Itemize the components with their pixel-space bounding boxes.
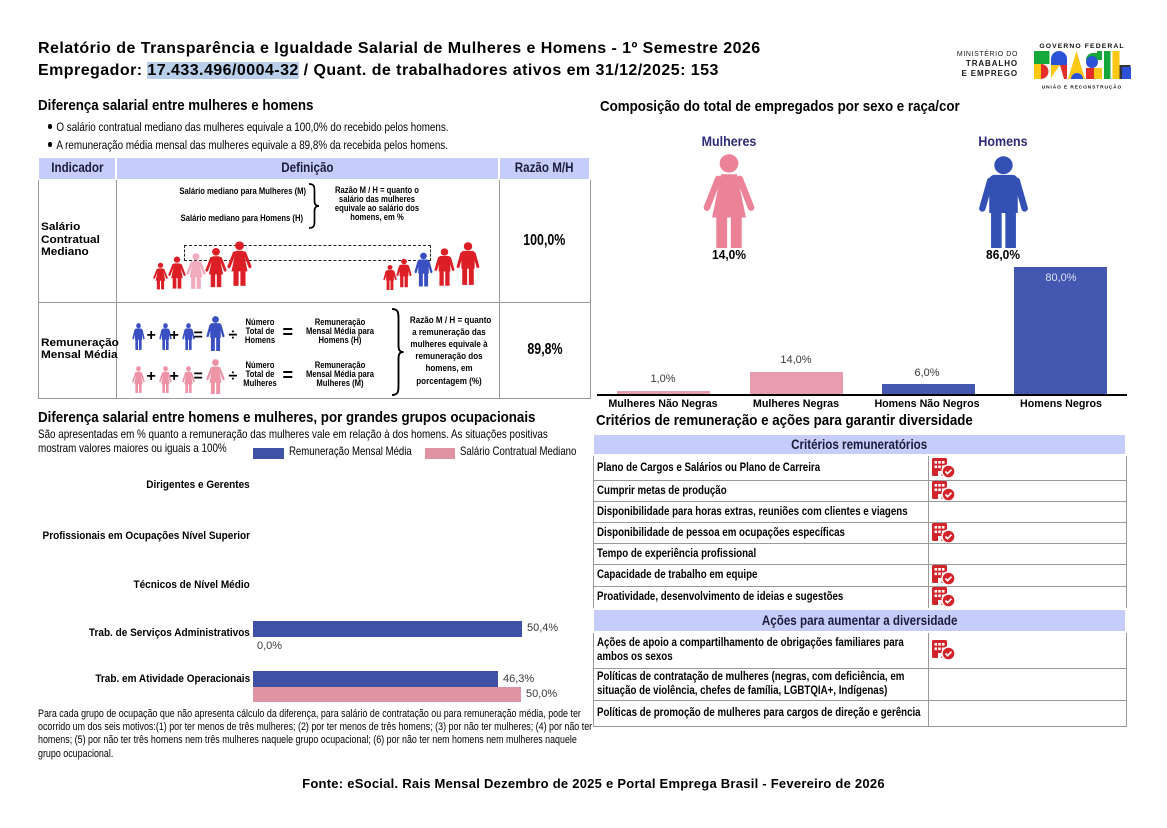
svg-text:GOVERNO FEDERAL: GOVERNO FEDERAL: [1039, 43, 1124, 50]
svg-text:UNIÃO E RECONSTRUÇÃO: UNIÃO E RECONSTRUÇÃO: [1042, 84, 1122, 91]
